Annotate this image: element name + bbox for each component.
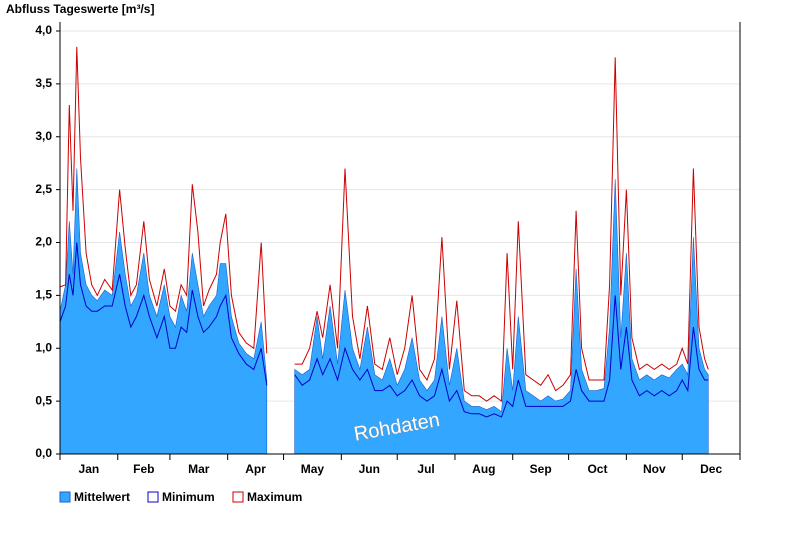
line: [59, 46, 709, 403]
y-tick-label: 0,0: [35, 446, 52, 460]
chart-title: Abfluss Tageswerte [m³/s]: [6, 2, 154, 16]
y-tick-label: 1,0: [35, 340, 52, 354]
legend-item: Mittelwert: [59, 490, 130, 504]
x-tick-label: Jun: [359, 462, 380, 476]
line: [59, 242, 709, 418]
area: [59, 168, 709, 455]
x-tick-label: Apr: [245, 462, 266, 476]
legend-item: Maximum: [232, 490, 302, 504]
x-tick-label: Jul: [417, 462, 434, 476]
x-tick-label: Mar: [188, 462, 210, 476]
y-tick-label: 3,0: [35, 129, 52, 143]
y-tick-label: 4,0: [35, 23, 52, 37]
x-tick-label: Dec: [700, 462, 722, 476]
legend-label: Minimum: [162, 490, 215, 504]
legend-label: Maximum: [247, 490, 302, 504]
y-tick-label: 3,5: [35, 76, 52, 90]
x-tick-label: Nov: [643, 462, 666, 476]
x-tick-label: Jan: [79, 462, 100, 476]
legend-label: Mittelwert: [74, 490, 130, 504]
x-tick-label: Feb: [133, 462, 154, 476]
y-tick-label: 2,5: [35, 182, 52, 196]
legend-item: Minimum: [147, 490, 215, 504]
legend-swatch: [59, 491, 71, 503]
legend-swatch: [147, 491, 159, 503]
y-tick-label: 0,5: [35, 393, 52, 407]
x-tick-label: May: [301, 462, 325, 476]
x-tick-label: Sep: [530, 462, 552, 476]
legend-swatch: [232, 491, 244, 503]
x-tick-label: Oct: [587, 462, 607, 476]
x-tick-label: Aug: [472, 462, 495, 476]
y-tick-label: 2,0: [35, 235, 52, 249]
y-tick-label: 1,5: [35, 288, 52, 302]
